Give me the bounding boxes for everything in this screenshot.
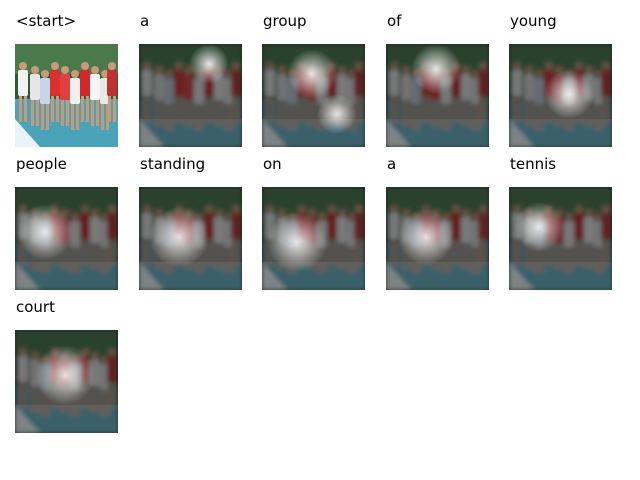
- frame-10: court: [15, 296, 125, 433]
- frame-word-label: group: [263, 12, 307, 30]
- frame-5: people: [15, 153, 125, 290]
- frame-word-label: of: [387, 12, 402, 30]
- attention-map-image: [15, 330, 118, 433]
- original-photo: [15, 44, 118, 147]
- frame-2: group: [262, 10, 372, 147]
- frame-word-label: court: [16, 298, 55, 316]
- frame-word-label: a: [387, 155, 397, 173]
- attention-map-image: [139, 187, 242, 290]
- attention-map-image: [139, 44, 242, 147]
- frame-3: of: [386, 10, 496, 147]
- frame-word-label: <start>: [16, 12, 77, 30]
- attention-map-image: [262, 187, 365, 290]
- frame-1: a: [139, 10, 249, 147]
- attention-map-image: [15, 187, 118, 290]
- frame-4: young: [509, 10, 619, 147]
- frame-7: on: [262, 153, 372, 290]
- attention-map-image: [509, 44, 612, 147]
- attention-map-image: [386, 44, 489, 147]
- frame-0: <start>: [15, 10, 125, 147]
- frame-9: tennis: [509, 153, 619, 290]
- frame-word-label: tennis: [510, 155, 557, 173]
- frame-8: a: [386, 153, 496, 290]
- attention-map-image: [509, 187, 612, 290]
- frame-word-label: on: [263, 155, 282, 173]
- attention-map-image: [386, 187, 489, 290]
- frame-6: standing: [139, 153, 249, 290]
- frame-word-label: a: [140, 12, 150, 30]
- attention-map-image: [262, 44, 365, 147]
- frame-word-label: standing: [140, 155, 206, 173]
- frame-word-label: people: [16, 155, 67, 173]
- frame-word-label: young: [510, 12, 557, 30]
